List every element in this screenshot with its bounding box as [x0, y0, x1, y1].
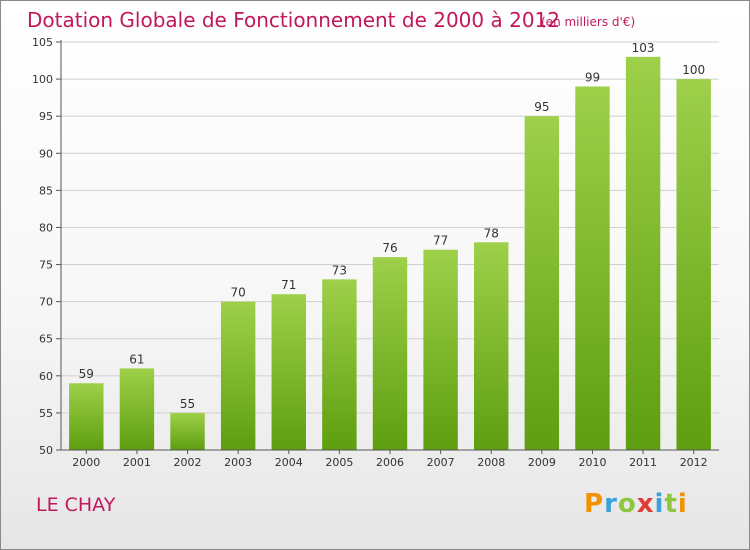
data-label: 95	[534, 100, 549, 114]
y-tick-label: 90	[39, 147, 53, 160]
data-label: 61	[129, 352, 144, 366]
x-tick-label: 2010	[578, 456, 606, 469]
y-tick-label: 50	[39, 444, 53, 457]
bar	[524, 116, 560, 450]
x-tick-label: 2007	[427, 456, 455, 469]
bar	[625, 56, 661, 450]
bar	[220, 301, 256, 450]
bar	[69, 383, 104, 450]
bar	[170, 412, 205, 450]
y-tick-label: 80	[39, 221, 53, 234]
y-tick-label: 105	[32, 36, 53, 49]
x-tick-label: 2008	[477, 456, 505, 469]
bar	[322, 279, 357, 450]
data-label: 73	[332, 263, 347, 277]
data-label: 103	[632, 41, 655, 55]
bar	[575, 86, 610, 450]
data-label: 55	[180, 397, 195, 411]
commune-name: LE CHAY	[36, 494, 116, 516]
y-tick-label: 55	[39, 407, 53, 420]
x-tick-label: 2004	[275, 456, 303, 469]
y-tick-label: 100	[32, 73, 53, 86]
logo-letter: P	[584, 489, 605, 519]
bar	[474, 242, 509, 450]
data-label: 78	[484, 226, 499, 240]
data-label: 70	[231, 286, 246, 300]
bars: 59 61 55 70 71 73 76 77 78 95 99 103 100	[69, 41, 711, 450]
logo-letter: o	[617, 489, 637, 519]
x-tick-label: 2000	[72, 456, 100, 469]
logo-letter: i	[654, 489, 665, 519]
x-tick-label: 2012	[680, 456, 708, 469]
data-label: 77	[433, 234, 448, 248]
y-tick-label: 70	[39, 296, 53, 309]
y-tick-label: 85	[39, 184, 53, 197]
bar	[271, 294, 306, 450]
data-label: 100	[682, 63, 705, 77]
logo-letter: i	[677, 489, 688, 519]
x-tick-label: 2009	[528, 456, 556, 469]
x-tick-label: 2011	[629, 456, 657, 469]
y-tick-label: 65	[39, 333, 53, 346]
proxiti-logo[interactable]: Proxiti	[584, 489, 688, 519]
data-label: 99	[585, 71, 600, 85]
bar	[119, 368, 155, 450]
bar	[676, 79, 711, 450]
logo-letter: t	[664, 489, 678, 519]
x-tick-label: 2005	[325, 456, 353, 469]
bar	[372, 257, 408, 450]
x-tick-label: 2003	[224, 456, 252, 469]
y-tick-label: 60	[39, 370, 53, 383]
bar	[423, 249, 458, 450]
data-label: 76	[382, 241, 397, 255]
axes: 50 55 60 65 70 75 80 85 90 95 100 105 2000 2001 2002 20…	[32, 36, 719, 469]
x-tick-label: 2002	[174, 456, 202, 469]
y-tick-label: 95	[39, 110, 53, 123]
chart-title: Dotation Globale de Fonctionnement de 20…	[27, 8, 560, 32]
logo-letter: r	[604, 489, 618, 519]
chart-subtitle: (en milliers d'€)	[541, 15, 636, 29]
logo-letter: x	[636, 489, 655, 519]
x-tick-label: 2006	[376, 456, 404, 469]
y-tick-label: 75	[39, 259, 53, 272]
data-label: 71	[281, 278, 296, 292]
data-label: 59	[79, 367, 94, 381]
x-tick-label: 2001	[123, 456, 151, 469]
